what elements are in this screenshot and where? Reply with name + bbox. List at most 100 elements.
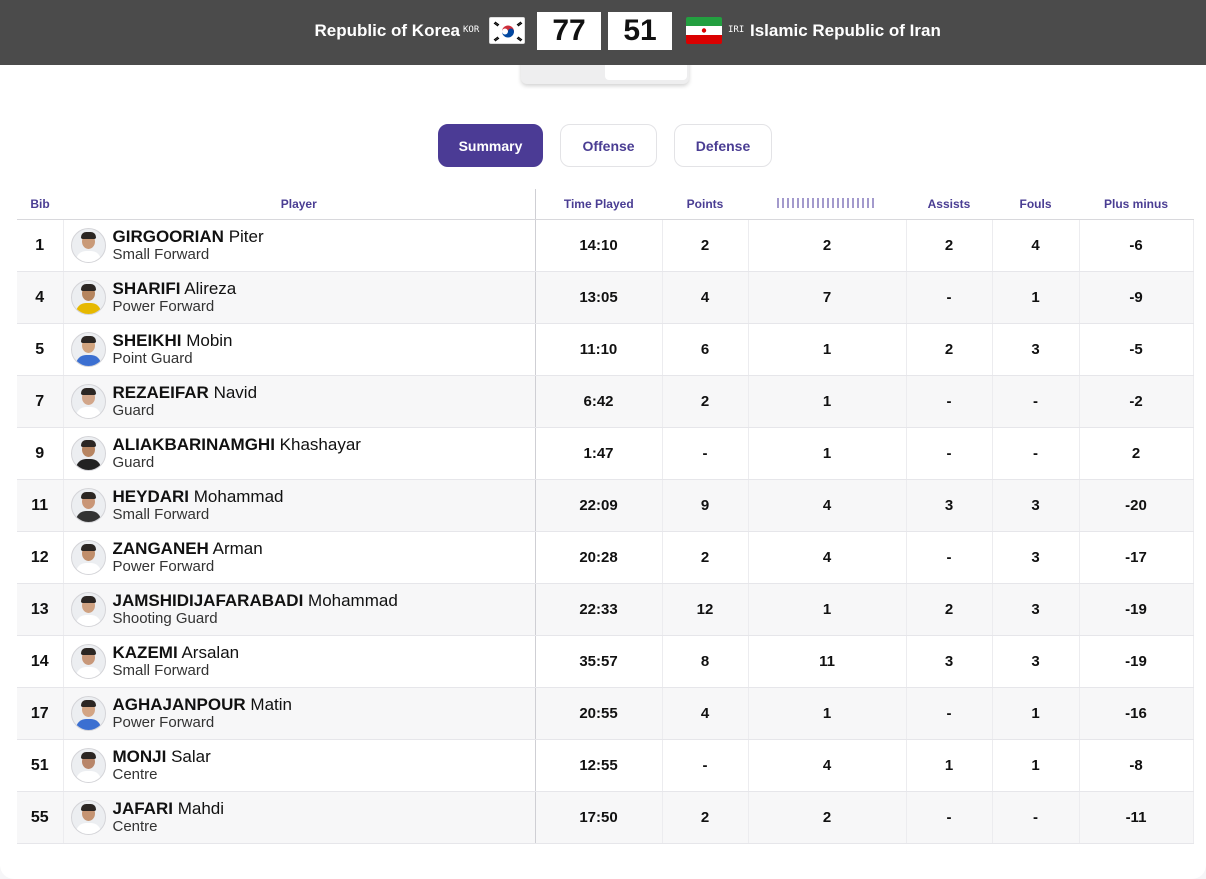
player-cell[interactable]: KAZEMI Arsalan Small Forward <box>63 635 536 688</box>
player-name[interactable]: KAZEMI Arsalan <box>113 643 240 662</box>
player-name[interactable]: REZAEIFAR Navid <box>113 382 258 402</box>
player-first-name: Navid <box>213 382 258 402</box>
player-cell[interactable]: HEYDARI Mohammad Small Forward <box>63 479 536 532</box>
player-cell[interactable]: JAMSHIDIJAFARABADI Mohammad Shooting Guar… <box>63 583 536 636</box>
player-name[interactable]: ZANGANEH Arman <box>112 538 263 558</box>
player-first-name: Arman <box>212 538 263 558</box>
unlabeled-stat-value: 4 <box>748 479 907 532</box>
player-avatar <box>70 436 106 471</box>
table-row[interactable]: 9 ALIAKBARINAMGHI Khashayar Guard 1:47-1- -2 <box>17 427 1194 480</box>
player-cell[interactable]: MONJI Salar Centre <box>63 739 536 792</box>
time-played: 22:09 <box>535 479 663 532</box>
time-played: 35:57 <box>535 635 663 688</box>
player-name[interactable]: GIRGOORIAN Piter <box>113 227 264 246</box>
tab-summary[interactable]: Summary <box>438 124 543 167</box>
player-name[interactable]: JAMSHIDIJAFARABADI Mohammad <box>113 590 398 610</box>
player-avatar <box>70 228 106 263</box>
player-first-name: Khashayar <box>279 434 361 454</box>
table-row[interactable]: 55 JAFARI Mahdi Centre 17:50 2 2- - -11 <box>17 791 1194 844</box>
player-position: Centre <box>112 765 158 783</box>
avatar-hair <box>80 492 96 499</box>
player-name[interactable]: JAFARI Mahdi <box>113 798 225 818</box>
player-cell[interactable]: ZANGANEH Arman Power Forward <box>63 531 536 584</box>
table-row[interactable]: 4 SHARIFI Alireza Power Forward 13:05 4 7-1 -9 <box>17 271 1194 324</box>
fouls-value: 1 <box>992 687 1080 740</box>
player-cell[interactable]: SHARIFI Alireza Power Forward <box>63 271 536 324</box>
assists-value: 3 <box>906 479 993 532</box>
bib-number: 17 <box>17 687 64 740</box>
col-assists[interactable]: Assists <box>906 189 992 220</box>
assists-value: - <box>906 687 993 740</box>
bib-number: 14 <box>17 635 64 688</box>
tab-offense[interactable]: Offense <box>560 124 657 167</box>
table-row[interactable]: 14 KAZEMI Arsalan Small Forward 35:57 8 11 3 3-… <box>17 635 1194 688</box>
time-played: 22:33 <box>535 583 663 636</box>
avatar-hair <box>80 232 96 239</box>
unlabeled-stat-value: 4 <box>748 739 907 792</box>
table-row[interactable]: 1 GIRGOORIAN Piter Small Forward 14:10 2 2 2 4-… <box>17 219 1194 272</box>
player-name[interactable]: SHEIKHI Mobin <box>112 330 233 350</box>
player-position: Power Forward <box>112 713 215 731</box>
player-cell[interactable]: ALIAKBARINAMGHI Khashayar Guard <box>63 427 536 480</box>
player-avatar <box>70 332 106 367</box>
table-row[interactable]: 5 SHEIKHI Mobin Point Guard 11:10 6 1 2 3 -5 <box>17 323 1194 376</box>
col-time-played[interactable]: Time Played <box>535 189 662 220</box>
col-unreadable[interactable] <box>748 189 906 220</box>
table-row[interactable]: 17 AGHAJANPOUR Matin Power Forward 20:55 4 1-… <box>17 687 1194 740</box>
player-position: Small Forward <box>112 505 210 523</box>
plus-minus-value: -16 <box>1079 687 1194 740</box>
player-cell[interactable]: SHEIKHI Mobin Point Guard <box>63 323 536 376</box>
player-name[interactable]: SHARIFI Alireza <box>113 279 237 298</box>
player-position: Shooting Guard <box>112 609 218 627</box>
table-row[interactable]: 13 JAMSHIDIJAFARABADI Mohammad Shooting Gu… <box>17 583 1194 636</box>
player-cell[interactable]: JAFARI Mahdi Centre <box>63 791 536 844</box>
col-player[interactable]: Player <box>63 189 536 220</box>
player-last-name: AGHAJANPOUR <box>112 694 246 714</box>
player-name[interactable]: HEYDARI Mohammad <box>113 487 284 506</box>
col-plus-minus[interactable]: Plus minus <box>1079 189 1193 220</box>
table-header-row: Bib Player Time Played Points Assists Fo… <box>17 189 1193 220</box>
player-name[interactable]: ALIAKBARINAMGHI Khashayar <box>113 434 361 454</box>
col-bib[interactable]: Bib <box>17 189 63 220</box>
player-cell[interactable]: AGHAJANPOUR Matin Power Forward <box>63 687 536 740</box>
table-row[interactable]: 11 HEYDARI Mohammad Small Forward 22:09 9 4 3 3… <box>17 479 1194 532</box>
unlabeled-stat-value: 7 <box>748 271 907 324</box>
player-last-name: SHEIKHI <box>112 330 182 350</box>
player-avatar <box>70 384 106 419</box>
time-played: 6:42 <box>535 375 663 428</box>
player-avatar <box>70 592 106 627</box>
table-row[interactable]: 51 MONJI Salar Centre 12:55-4 1 1 -8 <box>17 739 1194 792</box>
assists-value: - <box>906 427 993 480</box>
col-points[interactable]: Points <box>662 189 748 220</box>
bib-number: 1 <box>17 219 64 272</box>
plus-minus-value: -11 <box>1079 791 1194 844</box>
fouls-value: 3 <box>992 635 1080 688</box>
player-first-name: Matin <box>250 694 292 714</box>
fouls-value: - <box>992 375 1080 428</box>
plus-minus-value: -20 <box>1079 479 1194 532</box>
fouls-value: 1 <box>992 739 1080 792</box>
avatar-hair <box>80 648 96 655</box>
blurred-header-text <box>777 198 877 208</box>
avatar-body <box>75 407 101 418</box>
player-cell[interactable]: GIRGOORIAN Piter Small Forward <box>63 219 536 272</box>
table-row[interactable]: 12 ZANGANEH Arman Power Forward 20:28 2 4-3 -1… <box>17 531 1194 584</box>
avatar-hair <box>80 440 96 447</box>
player-cell[interactable]: REZAEIFAR Navid Guard <box>63 375 536 428</box>
player-first-name: Mohammad <box>308 590 398 610</box>
plus-minus-value: -9 <box>1079 271 1194 324</box>
score-header: Republic of Korea KOR 77 51 IRI Islamic … <box>0 0 1206 65</box>
col-fouls[interactable]: Fouls <box>992 189 1079 220</box>
player-position: Guard <box>112 401 155 419</box>
table-row[interactable]: 7 REZAEIFAR Navid Guard 6:42 2 1- - -2 <box>17 375 1194 428</box>
fouls-value: 3 <box>992 479 1080 532</box>
tab-defense[interactable]: Defense <box>674 124 772 167</box>
player-name[interactable]: MONJI Salar <box>112 746 211 766</box>
assists-value: - <box>906 791 993 844</box>
player-last-name: ZANGANEH <box>112 538 209 558</box>
player-first-name: Mahdi <box>177 798 225 818</box>
points-value: 2 <box>662 375 749 428</box>
unlabeled-stat-value: 11 <box>748 635 907 688</box>
player-last-name: MONJI <box>112 746 167 766</box>
player-name[interactable]: AGHAJANPOUR Matin <box>112 694 293 714</box>
